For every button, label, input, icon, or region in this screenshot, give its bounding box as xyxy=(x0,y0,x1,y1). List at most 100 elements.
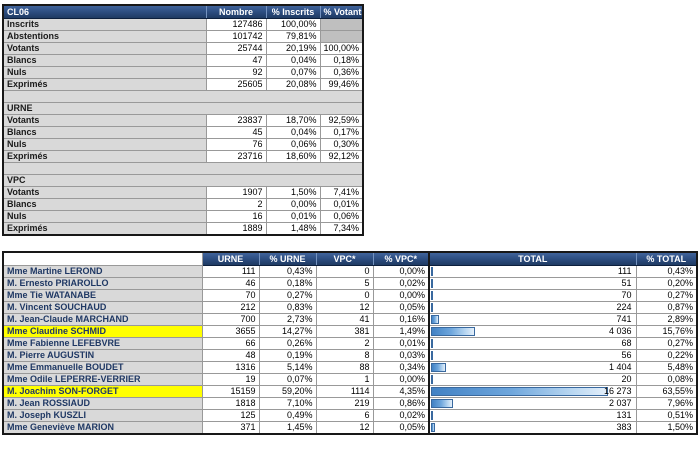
cell-pct-total[interactable]: 1,50% xyxy=(635,421,698,435)
summary-header-pct-inscrits[interactable]: % Inscrits xyxy=(265,5,320,19)
cell-pct-total[interactable]: 0,20% xyxy=(635,277,698,290)
cell-total[interactable]: 20 xyxy=(428,373,637,386)
cell-label[interactable]: Inscrits xyxy=(2,18,207,31)
cell-urne[interactable]: 371 xyxy=(201,421,260,435)
cell-pct-votants[interactable]: 0,18% xyxy=(319,54,364,67)
cell-pct-votants[interactable] xyxy=(319,18,364,31)
cell-pct-votants[interactable]: 7,41% xyxy=(319,186,364,199)
results-header-pct-total[interactable]: % TOTAL xyxy=(635,252,697,266)
cell-pct-inscrits[interactable]: 20,19% xyxy=(265,42,321,55)
cell-vpc[interactable]: 5 xyxy=(315,277,374,290)
cell-name[interactable]: Mme Martine LEROND xyxy=(2,265,203,278)
cell-name[interactable]: M. Joachim SON-FORGET xyxy=(2,385,203,398)
cell-pct-vpc[interactable]: 0,86% xyxy=(372,397,430,410)
cell-total[interactable]: 51 xyxy=(428,277,637,290)
cell-name[interactable]: M. Ernesto PRIAROLLO xyxy=(2,277,203,290)
cell-pct-inscrits[interactable]: 20,08% xyxy=(265,78,321,91)
cell-nombre[interactable]: 127486 xyxy=(205,18,267,31)
cell-name[interactable]: Mme Fabienne LEFEBVRE xyxy=(2,337,203,350)
cell-pct-votants[interactable]: 0,06% xyxy=(319,210,364,223)
cell-vpc[interactable]: 381 xyxy=(315,325,374,338)
cell-total[interactable]: 68 xyxy=(428,337,637,350)
cell-pct-votants[interactable]: 7,34% xyxy=(319,222,364,236)
cell-pct-votants[interactable]: 100,00% xyxy=(319,42,364,55)
cell-pct-total[interactable]: 0,27% xyxy=(635,337,698,350)
cell-label[interactable]: Abstentions xyxy=(2,30,207,43)
cell-pct-total[interactable]: 7,96% xyxy=(635,397,698,410)
cell-pct-total[interactable]: 0,43% xyxy=(635,265,698,278)
results-header-total[interactable]: TOTAL xyxy=(428,252,636,266)
cell-vpc[interactable]: 88 xyxy=(315,361,374,374)
cell-pct-vpc[interactable]: 0,00% xyxy=(372,265,430,278)
cell-pct-urne[interactable]: 0,43% xyxy=(258,265,317,278)
cell-pct-urne[interactable]: 0,18% xyxy=(258,277,317,290)
cell-pct-urne[interactable]: 0,26% xyxy=(258,337,317,350)
cell-urne[interactable]: 1818 xyxy=(201,397,260,410)
cell-name[interactable]: M. Jean ROSSIAUD xyxy=(2,397,203,410)
cell-nombre[interactable]: 1889 xyxy=(205,222,267,236)
cell-urne[interactable]: 15159 xyxy=(201,385,260,398)
cell-pct-inscrits[interactable]: 18,70% xyxy=(265,114,321,127)
cell-nombre[interactable]: 1907 xyxy=(205,186,267,199)
cell-vpc[interactable]: 6 xyxy=(315,409,374,422)
cell-vpc[interactable]: 219 xyxy=(315,397,374,410)
results-header-pct-urne[interactable]: % URNE xyxy=(258,252,316,266)
cell-pct-votants[interactable] xyxy=(319,30,364,43)
cell-nombre[interactable]: 25605 xyxy=(205,78,267,91)
cell-pct-inscrits[interactable]: 0,00% xyxy=(265,198,321,211)
cell-vpc[interactable]: 2 xyxy=(315,337,374,350)
cell-pct-votants[interactable]: 92,12% xyxy=(319,150,364,163)
cell-pct-total[interactable]: 15,76% xyxy=(635,325,698,338)
cell-pct-vpc[interactable]: 0,34% xyxy=(372,361,430,374)
cell-name[interactable]: M. Pierre AUGUSTIN xyxy=(2,349,203,362)
cell-total[interactable]: 56 xyxy=(428,349,637,362)
cell-vpc[interactable]: 8 xyxy=(315,349,374,362)
cell-nombre[interactable]: 92 xyxy=(205,66,267,79)
cell-pct-vpc[interactable]: 0,01% xyxy=(372,337,430,350)
summary-header-nombre[interactable]: Nombre xyxy=(205,5,266,19)
cell-pct-vpc[interactable]: 0,02% xyxy=(372,409,430,422)
cell-pct-votants[interactable]: 92,59% xyxy=(319,114,364,127)
cell-urne[interactable]: 125 xyxy=(201,409,260,422)
cell-label[interactable]: Votants xyxy=(2,114,207,127)
cell-urne[interactable]: 19 xyxy=(201,373,260,386)
cell-pct-vpc[interactable]: 0,02% xyxy=(372,277,430,290)
cell-pct-total[interactable]: 63,55% xyxy=(635,385,698,398)
cell-total[interactable]: 131 xyxy=(428,409,637,422)
cell-vpc[interactable]: 12 xyxy=(315,301,374,314)
cell-total[interactable]: 383 xyxy=(428,421,637,435)
cell-pct-vpc[interactable]: 4,35% xyxy=(372,385,430,398)
cell-pct-inscrits[interactable]: 0,01% xyxy=(265,210,321,223)
cell-total[interactable]: 70 xyxy=(428,289,637,302)
cell-pct-inscrits[interactable]: 1,50% xyxy=(265,186,321,199)
cell-vpc[interactable]: 0 xyxy=(315,265,374,278)
cell-nombre[interactable]: 16 xyxy=(205,210,267,223)
cell-vpc[interactable]: 41 xyxy=(315,313,374,326)
cell-pct-total[interactable]: 2,89% xyxy=(635,313,698,326)
cell-pct-vpc[interactable]: 0,03% xyxy=(372,349,430,362)
cell-vpc[interactable]: 1 xyxy=(315,373,374,386)
cell-urne[interactable]: 3655 xyxy=(201,325,260,338)
cell-total[interactable]: 16 273 xyxy=(428,385,637,398)
cell-label[interactable]: Votants xyxy=(2,42,207,55)
cell-pct-urne[interactable]: 5,14% xyxy=(258,361,317,374)
results-header-vpc[interactable]: VPC* xyxy=(315,252,373,266)
cell-nombre[interactable]: 25744 xyxy=(205,42,267,55)
cell-pct-total[interactable]: 0,87% xyxy=(635,301,698,314)
cell-pct-urne[interactable]: 14,27% xyxy=(258,325,317,338)
cell-label[interactable]: Nuls xyxy=(2,66,207,79)
cell-nombre[interactable]: 47 xyxy=(205,54,267,67)
cell-urne[interactable]: 48 xyxy=(201,349,260,362)
results-header-urne[interactable]: URNE xyxy=(201,252,259,266)
cell-pct-inscrits[interactable]: 100,00% xyxy=(265,18,321,31)
cell-urne[interactable]: 66 xyxy=(201,337,260,350)
cell-label[interactable]: Votants xyxy=(2,186,207,199)
cell-pct-total[interactable]: 0,27% xyxy=(635,289,698,302)
cell-label[interactable]: Blancs xyxy=(2,54,207,67)
cell-urne[interactable]: 700 xyxy=(201,313,260,326)
cell-total[interactable]: 111 xyxy=(428,265,637,278)
cell-pct-total[interactable]: 0,51% xyxy=(635,409,698,422)
cell-label[interactable]: Nuls xyxy=(2,138,207,151)
cell-urne[interactable]: 46 xyxy=(201,277,260,290)
cell-pct-inscrits[interactable]: 1,48% xyxy=(265,222,321,236)
